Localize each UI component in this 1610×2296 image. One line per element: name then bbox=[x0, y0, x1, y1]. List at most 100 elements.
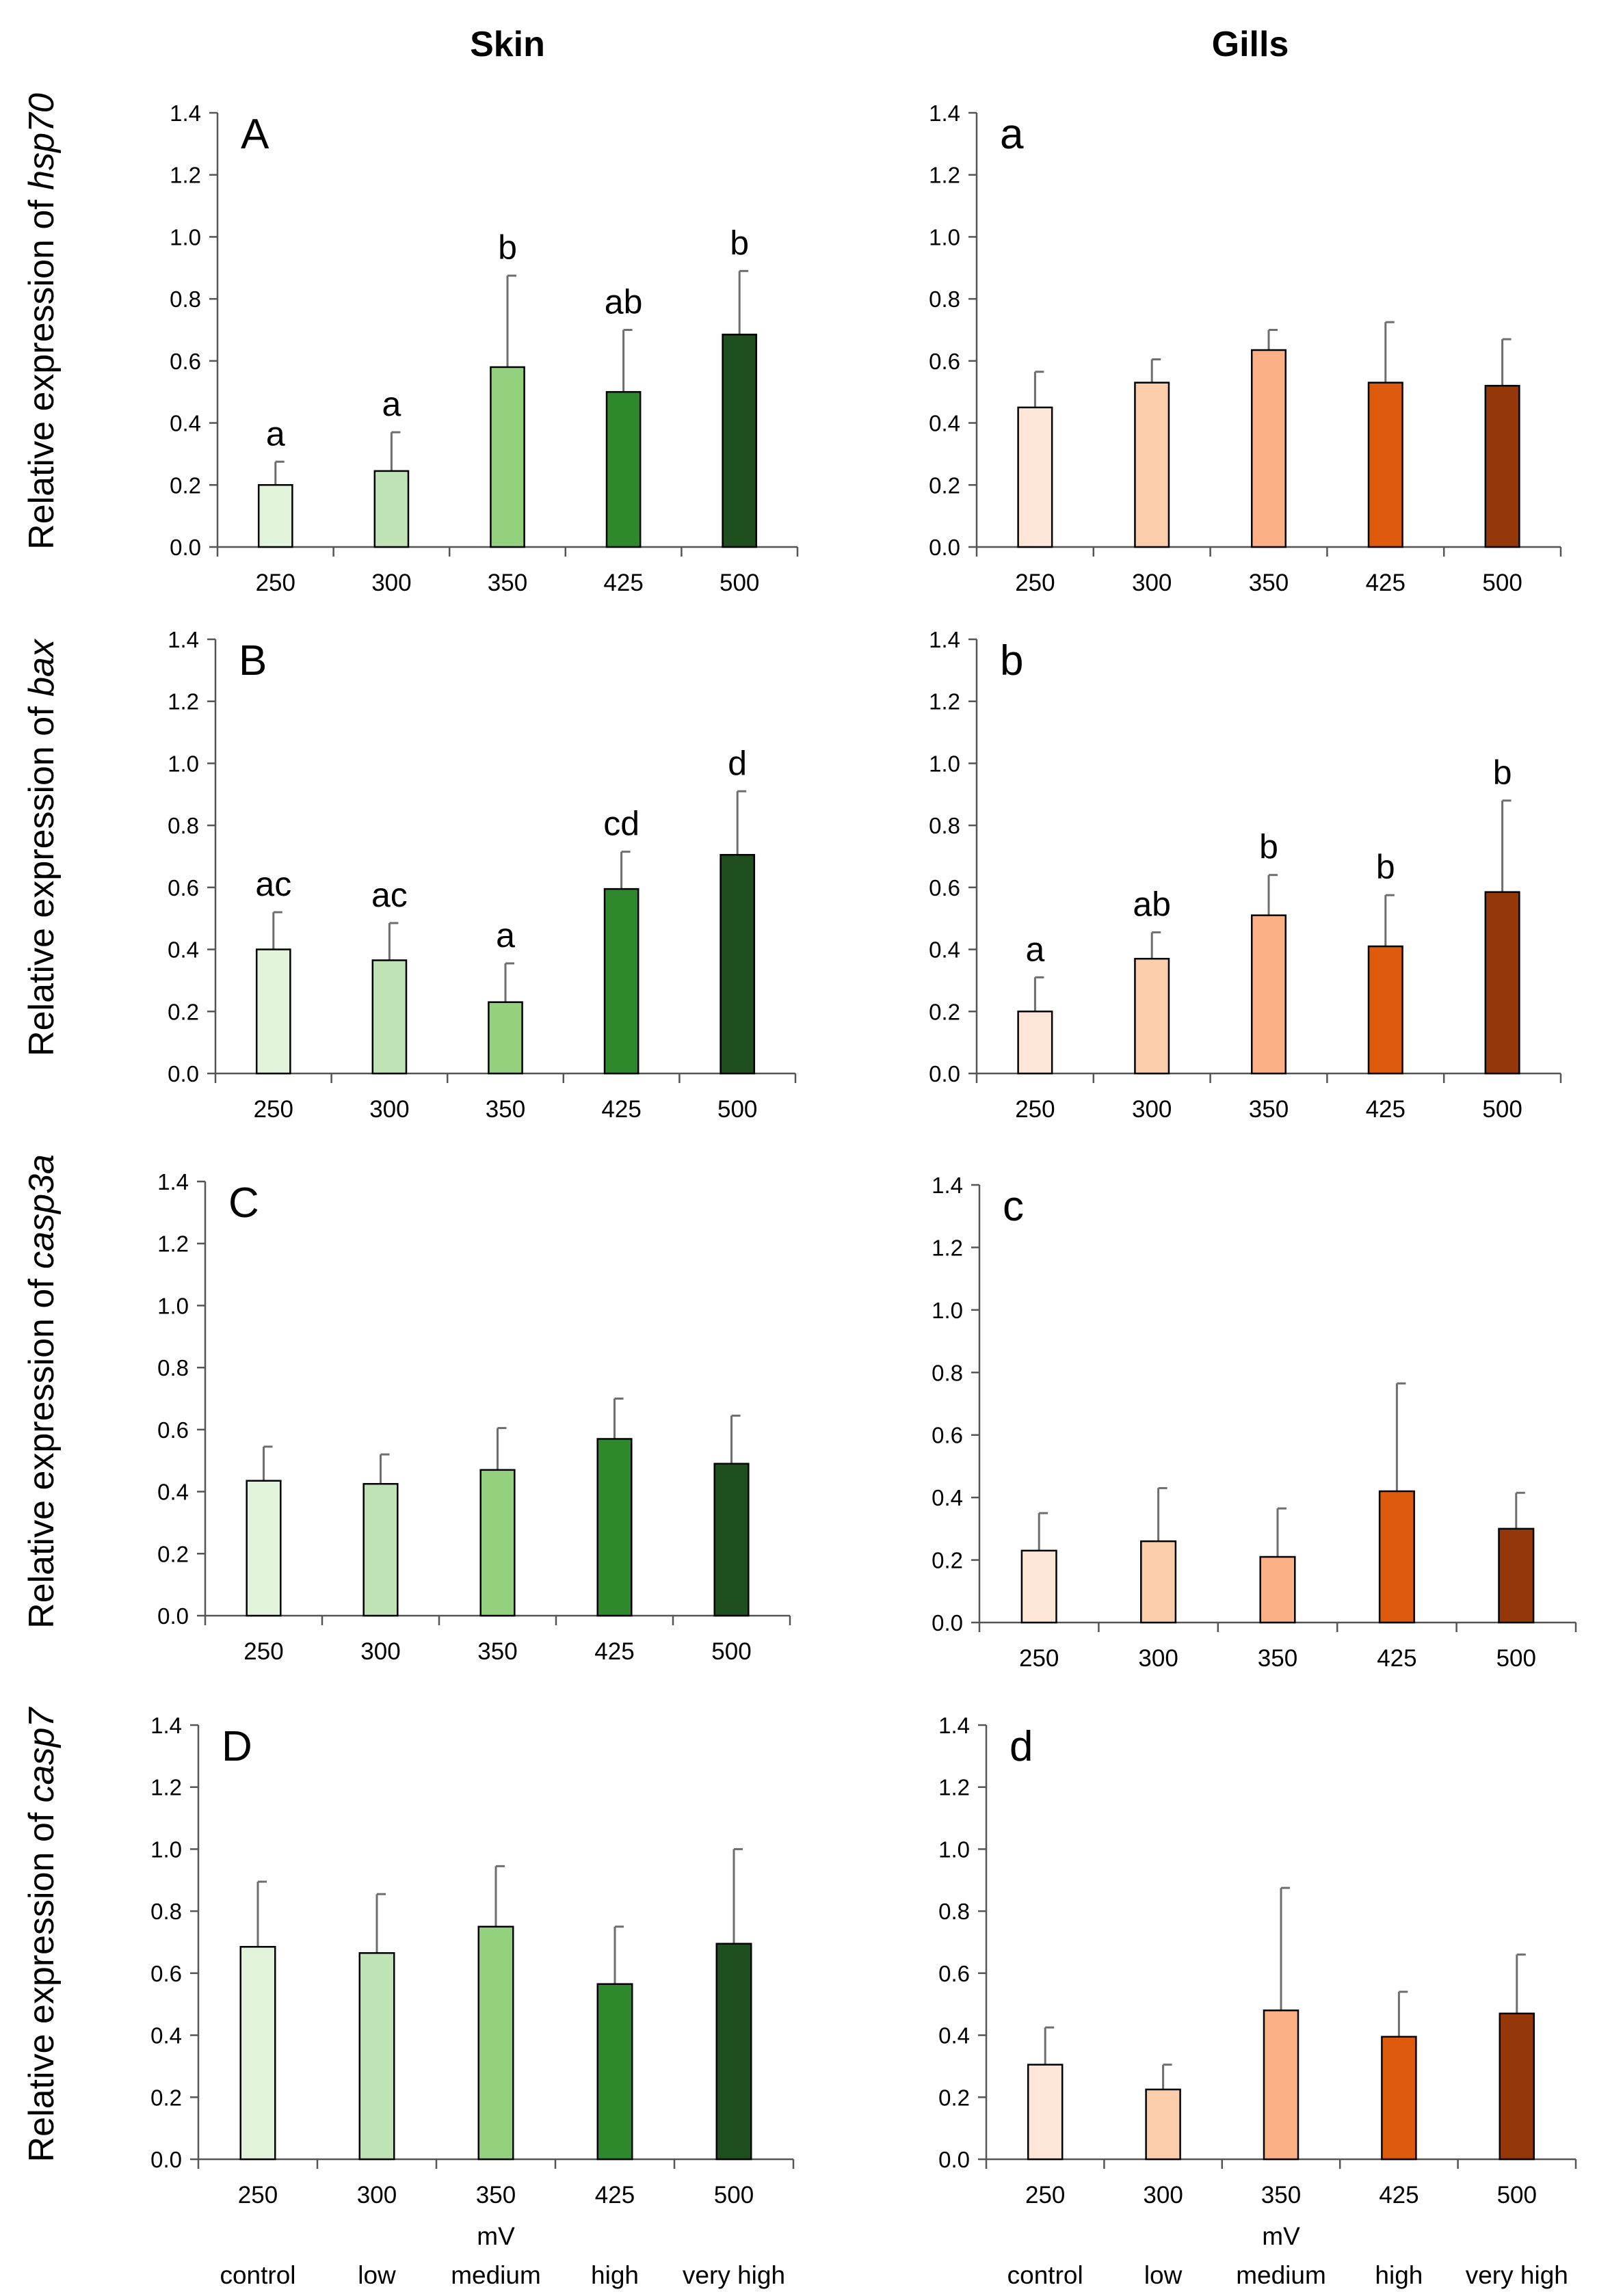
y-tick-label: 1.2 bbox=[929, 163, 960, 188]
y-tick-label: 0.2 bbox=[932, 1548, 963, 1573]
y-tick-label: 1.2 bbox=[170, 163, 201, 188]
bar-250 bbox=[239, 1946, 276, 2161]
y-tick-label: 1.4 bbox=[938, 1713, 970, 1738]
column-title-skin: Skin bbox=[470, 25, 545, 64]
y-tick-label: 0.6 bbox=[170, 349, 201, 374]
treatment-label-skin: high bbox=[591, 2261, 639, 2289]
y-axis-label-prefix: Relative expression of bbox=[22, 697, 62, 1056]
bar-350 bbox=[490, 366, 525, 548]
bar-500 bbox=[1499, 2012, 1535, 2161]
y-tick-label: 0.0 bbox=[938, 2147, 970, 2172]
y-tick-label: 1.2 bbox=[932, 1235, 963, 1260]
bar-300 bbox=[1134, 957, 1170, 1075]
panel-b-lower: b bbox=[1000, 637, 1023, 684]
y-tick-label: 0.8 bbox=[170, 286, 201, 312]
bar-300 bbox=[1145, 2088, 1181, 2161]
y-tick-label: 0.8 bbox=[150, 1899, 182, 1924]
significance-label: ac bbox=[371, 876, 408, 914]
bar-425 bbox=[1367, 382, 1403, 548]
y-tick-label: 1.0 bbox=[168, 751, 199, 776]
x-tick-label: 300 bbox=[1132, 570, 1172, 596]
y-tick-label: 1.0 bbox=[929, 751, 960, 776]
significance-label: b bbox=[498, 228, 517, 267]
y-tick-label: 0.4 bbox=[932, 1485, 963, 1510]
x-tick-label: 350 bbox=[477, 1638, 517, 1665]
y-tick-label: 0.2 bbox=[938, 2085, 970, 2110]
y-tick-label: 0.2 bbox=[170, 472, 201, 498]
x-tick-label: 425 bbox=[1366, 570, 1406, 596]
x-tick-label: 500 bbox=[1497, 2182, 1537, 2208]
chart-skin-casp7: 0.0 0.2 0.4 0.6 0.8 1.0 1.2 1.4 250 300 350 425 500 D bbox=[150, 1713, 795, 2208]
panel-B-upper: B bbox=[239, 637, 267, 684]
y-tick-label: 0.0 bbox=[932, 1610, 963, 1636]
treatment-label-gills: very high bbox=[1466, 2261, 1568, 2289]
y-tick-label: 0.8 bbox=[929, 286, 960, 312]
y-tick-label: 1.2 bbox=[150, 1775, 182, 1800]
bar-250 bbox=[1017, 1011, 1053, 1075]
treatment-label-skin: very high bbox=[683, 2261, 785, 2289]
y-tick-label: 0.6 bbox=[929, 875, 960, 900]
y-tick-label: 1.0 bbox=[932, 1298, 963, 1323]
y-tick-label: 0.4 bbox=[168, 937, 199, 963]
panel-a-lower: a bbox=[1000, 111, 1024, 158]
x-tick-label: 300 bbox=[357, 2182, 397, 2208]
x-tick-label: 300 bbox=[1138, 1645, 1178, 1672]
y-axis-label-hsp70: Relative expression of hsp70 bbox=[22, 93, 62, 550]
x-tick-label: 250 bbox=[1019, 1645, 1059, 1672]
y-tick-label: 0.2 bbox=[929, 472, 960, 498]
x-tick-label: 500 bbox=[711, 1638, 751, 1665]
y-tick-label: 0.0 bbox=[929, 535, 960, 560]
bar-300 bbox=[373, 470, 410, 548]
gene-name: hsp70 bbox=[22, 93, 62, 190]
y-tick-label: 1.4 bbox=[157, 1169, 189, 1194]
charts: 0.0 0.2 0.4 0.6 0.8 1.0 1.2 1.4 250 a 300 a 350 b 425 a… bbox=[150, 101, 1577, 2208]
bar-425 bbox=[596, 1438, 633, 1617]
x-tick-label: 500 bbox=[1482, 570, 1522, 596]
bar-250 bbox=[255, 948, 291, 1075]
significance-label: ab bbox=[1133, 885, 1171, 924]
y-axis-label-casp7: Relative expression of casp7 bbox=[22, 1707, 62, 2163]
bar-350 bbox=[1250, 914, 1287, 1075]
bar-425 bbox=[1367, 945, 1403, 1075]
x-tick-label: 425 bbox=[1379, 2182, 1418, 2208]
gene-name: bax bbox=[22, 638, 62, 697]
x-tick-label: 500 bbox=[717, 1096, 757, 1123]
bar-500 bbox=[715, 1943, 752, 2161]
x-tick-label: 300 bbox=[1132, 1096, 1172, 1123]
y-tick-label: 0.0 bbox=[929, 1061, 960, 1086]
bar-300 bbox=[1134, 382, 1170, 548]
panel-d-lower: d bbox=[1009, 1723, 1033, 1770]
x-tick-label: 500 bbox=[714, 2182, 754, 2208]
bar-425 bbox=[605, 390, 642, 548]
chart-skin-bax: 0.0 0.2 0.4 0.6 0.8 1.0 1.2 1.4 250 ac 300 ac 350 a 42… bbox=[168, 627, 797, 1123]
significance-label: b bbox=[1259, 828, 1278, 866]
y-tick-label: 0.6 bbox=[150, 1961, 182, 1986]
y-tick-label: 1.0 bbox=[929, 224, 960, 250]
y-tick-label: 0.0 bbox=[150, 2147, 182, 2172]
y-tick-label: 0.4 bbox=[929, 937, 960, 963]
y-tick-label: 1.0 bbox=[150, 1837, 182, 1862]
bar-425 bbox=[1381, 2035, 1417, 2161]
y-tick-label: 0.2 bbox=[168, 999, 199, 1024]
column-title-gills: Gills bbox=[1212, 25, 1289, 64]
x-tick-label: 300 bbox=[1143, 2182, 1183, 2208]
y-tick-label: 0.4 bbox=[170, 411, 201, 436]
bar-500 bbox=[720, 853, 756, 1075]
x-tick-label: 425 bbox=[1366, 1096, 1406, 1123]
treatment-label-gills: high bbox=[1375, 2261, 1423, 2289]
chart-gills-hsp70: 0.0 0.2 0.4 0.6 0.8 1.0 1.2 1.4 250 300 350 425 500 a bbox=[929, 101, 1562, 596]
bar-350 bbox=[1250, 349, 1287, 548]
y-tick-label: 1.0 bbox=[938, 1837, 970, 1862]
significance-label: b bbox=[1376, 848, 1395, 886]
treatment-label-skin: control bbox=[220, 2261, 295, 2289]
y-tick-label: 1.2 bbox=[938, 1775, 970, 1800]
treatment-label-skin: medium bbox=[451, 2261, 541, 2289]
chart-gills-casp3a: 0.0 0.2 0.4 0.6 0.8 1.0 1.2 1.4 250 300 350 425 500 c bbox=[932, 1173, 1577, 1672]
significance-label: a bbox=[266, 414, 285, 453]
bar-500 bbox=[1498, 1527, 1535, 1624]
x-tick-label: 250 bbox=[1025, 2182, 1065, 2208]
x-tick-label: 350 bbox=[486, 1096, 525, 1123]
y-axis-label-bax: Relative expression of bax bbox=[22, 638, 62, 1056]
